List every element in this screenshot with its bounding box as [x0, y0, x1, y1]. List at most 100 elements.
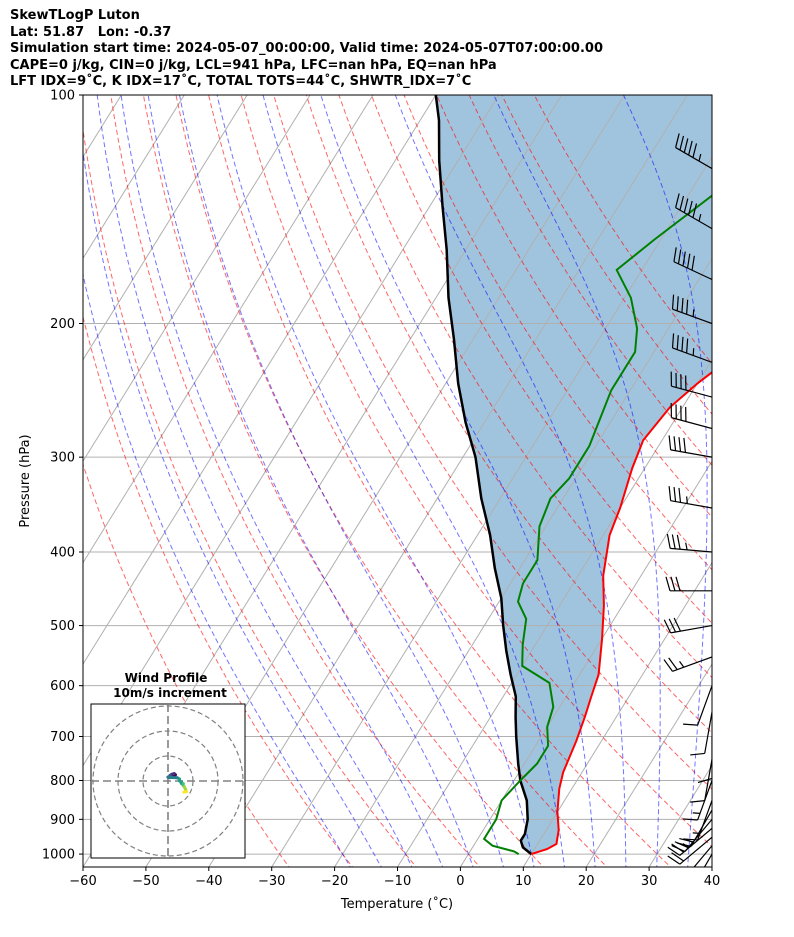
moist-adiabat — [320, 95, 596, 867]
barb-flag — [683, 838, 698, 841]
wind-barb — [683, 800, 712, 841]
x-tick-label: 10 — [515, 874, 532, 889]
barb-staff — [703, 853, 712, 867]
barb-flag — [676, 842, 692, 848]
barb-staff — [670, 500, 712, 509]
wind-barb — [663, 617, 712, 634]
barb-flag — [672, 872, 685, 878]
barb-staff — [671, 417, 712, 430]
barb-half-flag — [679, 661, 685, 668]
barb-staff — [673, 261, 712, 281]
cape-area — [435, 95, 712, 855]
x-tick-label: −60 — [69, 874, 96, 889]
isotherm — [208, 95, 689, 867]
wind-barbs — [663, 63, 712, 891]
plot-area — [0, 63, 771, 891]
moist-adiabat — [120, 95, 444, 867]
barb-flag — [679, 135, 685, 151]
moist-adiabat — [83, 149, 382, 867]
x-tick-label: −20 — [321, 874, 348, 889]
barb-half-flag — [692, 348, 695, 356]
isotherm — [83, 95, 374, 564]
moist-adiabat — [493, 95, 661, 867]
barb-staff — [675, 207, 712, 230]
barb-staff — [670, 547, 712, 553]
barb-flag — [679, 837, 694, 843]
wind-barb — [670, 371, 712, 398]
barb-staff — [670, 449, 712, 458]
isotherm — [83, 95, 437, 666]
barb-flag — [676, 296, 679, 311]
x-axis-label: Temperature (˚C) — [340, 896, 453, 912]
x-tick-label: −40 — [195, 874, 222, 889]
moist-adiabat — [394, 95, 627, 867]
barb-flag — [668, 657, 678, 670]
barb-flag — [692, 143, 698, 158]
wind-barb — [666, 533, 712, 553]
dry-adiabat — [403, 95, 712, 571]
isotherm — [396, 358, 712, 867]
y-tick-label: 700 — [50, 730, 75, 745]
barb-flag — [678, 437, 682, 452]
header-times: Simulation start time: 2024-05-07_00:00:… — [10, 41, 603, 56]
dry-adiabat — [370, 95, 712, 624]
barb-staff — [693, 845, 712, 867]
x-tick-label: 0 — [456, 874, 464, 889]
y-tick-label: 1000 — [42, 848, 75, 863]
barb-flag — [671, 852, 684, 862]
chart-header: SkewTLogP Luton Lat: 51.87 Lon: -0.37 Simu… — [10, 8, 603, 91]
barb-half-flag — [698, 213, 702, 222]
barb-flag — [686, 338, 689, 354]
wind-barb — [671, 294, 712, 325]
dry-adiabat — [83, 314, 354, 867]
moist-adiabat — [83, 272, 351, 867]
moist-adiabat — [216, 95, 535, 867]
barb-flag — [671, 294, 675, 310]
inset-title: Wind Profile — [125, 671, 208, 685]
wind-barb — [668, 435, 712, 458]
wind-barb — [671, 333, 712, 363]
y-tick-label: 300 — [50, 451, 75, 466]
barb-half-flag — [698, 153, 702, 162]
wind-barb — [675, 193, 712, 230]
dry-adiabat — [305, 95, 712, 734]
barb-flag — [690, 752, 705, 756]
barb-flag — [665, 576, 671, 591]
barb-flag — [683, 437, 687, 453]
barb-flag — [692, 203, 698, 218]
profiles — [434, 95, 712, 856]
barb-flag — [668, 618, 677, 633]
dry-adiabat — [83, 126, 417, 867]
barb-flag — [663, 619, 672, 634]
dry-adiabat — [436, 95, 712, 518]
barb-flag — [670, 576, 676, 591]
isotherm — [83, 95, 311, 463]
barb-staff — [672, 308, 712, 325]
moist-adiabat — [718, 78, 771, 870]
header-indices-2: LFT IDX=9˚C, K IDX=17˚C, TOTAL TOTS=44˚C… — [10, 74, 472, 89]
y-axis-label: Pressure (hPa) — [18, 434, 33, 527]
barb-flag — [697, 777, 712, 784]
moist-adiabat — [622, 95, 708, 867]
barb-flag — [686, 63, 691, 77]
barb-flag — [677, 887, 691, 891]
barb-flag — [683, 138, 689, 153]
barb-staff — [675, 147, 712, 170]
barb-staff — [671, 385, 712, 398]
x-tick-label: −30 — [258, 874, 285, 889]
dry-adiabat — [142, 95, 545, 867]
barb-flag — [671, 845, 686, 853]
barb-flag — [667, 846, 681, 856]
dewpoint-line — [482, 194, 712, 855]
barb-flag — [676, 534, 681, 550]
barb-flag — [677, 249, 682, 264]
barb-half-flag — [692, 812, 701, 814]
barb-flag — [666, 533, 671, 549]
barb-half-flag — [692, 309, 695, 317]
wind-barb — [670, 403, 712, 430]
barb-flag — [673, 436, 677, 451]
isotherm — [0, 78, 69, 870]
y-tick-label: 200 — [50, 317, 75, 332]
barb-flag — [681, 297, 684, 313]
